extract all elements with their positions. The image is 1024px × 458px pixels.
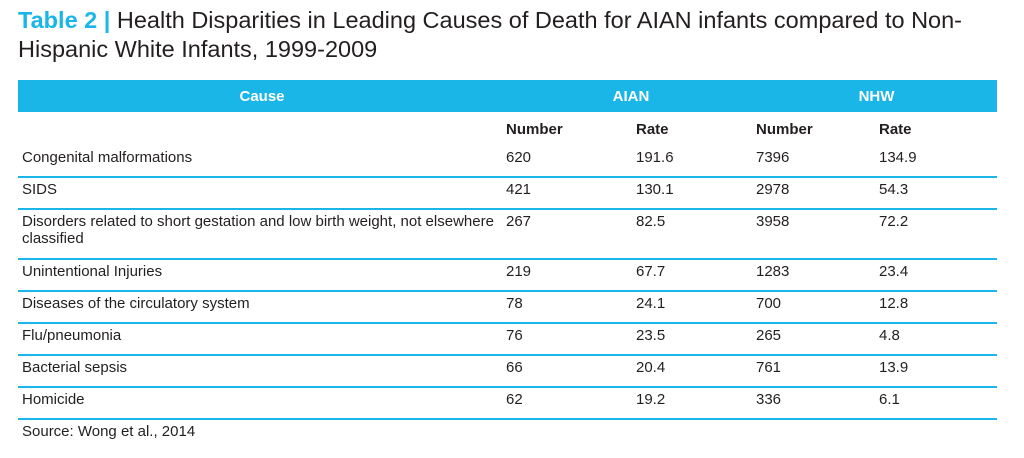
- cell-nhw-number: 761: [756, 354, 879, 387]
- cell-aian-rate: 24.1: [636, 290, 756, 323]
- cell-aian-number: 76: [506, 322, 636, 355]
- cell-aian-rate: 20.4: [636, 354, 756, 387]
- subheader-blank: [18, 112, 506, 146]
- cell-cause: Diseases of the circulatory system: [18, 290, 506, 323]
- table-number-label: Table 2 |: [18, 7, 111, 33]
- table-row: Homicide 62 19.2 336 6.1: [18, 386, 997, 420]
- cell-cause: Bacterial sepsis: [18, 354, 506, 387]
- cell-aian-number: 620: [506, 149, 532, 166]
- cell-nhw-number: 700: [756, 290, 879, 323]
- cell-aian-rate: 67.7: [636, 258, 756, 291]
- cell-nhw-rate: 12.8: [879, 290, 997, 323]
- cell-aian-number: 66: [506, 354, 636, 387]
- cell-nhw-number: 1283: [756, 258, 879, 291]
- data-table: Cause AIAN NHW Number Rate Number Rate C…: [18, 80, 997, 420]
- cell-aian-number: 219: [506, 258, 636, 291]
- header-aian: AIAN: [506, 80, 756, 112]
- table-title-text: Health Disparities in Leading Causes of …: [18, 7, 963, 62]
- cell-cause: Disorders related to short gestation and…: [18, 208, 506, 259]
- cell-nhw-number: 3958: [756, 208, 879, 259]
- cell-aian-rate: 82.5: [636, 208, 756, 259]
- cell-nhw-rate: 72.2: [879, 208, 997, 259]
- subheader-row: Number Rate Number Rate: [18, 112, 997, 146]
- cell-aian-rate: 130.1: [636, 176, 756, 209]
- cell-nhw-number: 2978: [756, 176, 879, 209]
- cell-cause: Congenital malformations: [22, 149, 193, 166]
- cell-nhw-rate: 4.8: [879, 322, 997, 355]
- cell-nhw-rate: 6.1: [879, 386, 997, 420]
- cell-nhw-number: 7396: [756, 149, 790, 166]
- subheader-aian-number: Number: [506, 120, 563, 138]
- header-cause: Cause: [18, 80, 506, 112]
- cell-nhw-rate: 54.3: [879, 176, 997, 209]
- cell-cause: SIDS: [18, 176, 506, 209]
- cell-nhw-rate: 134.9: [879, 149, 917, 166]
- table-row: Unintentional Injuries 219 67.7 1283 23.4: [18, 258, 997, 291]
- cell-nhw-number: 265: [756, 322, 879, 355]
- cell-aian-number: 267: [506, 208, 636, 259]
- subheader-nhw-rate: Rate: [879, 120, 912, 138]
- cell-aian-rate: 191.6: [636, 149, 674, 166]
- cell-aian-number: 62: [506, 386, 636, 420]
- table-row: Diseases of the circulatory system 78 24.1…: [18, 290, 997, 323]
- source-note: Source: Wong et al., 2014: [22, 423, 196, 440]
- cell-aian-rate: 23.5: [636, 322, 756, 355]
- cell-nhw-number: 336: [756, 386, 879, 420]
- cell-aian-number: 78: [506, 290, 636, 323]
- cell-cause: Unintentional Injuries: [18, 258, 506, 291]
- cell-aian-number: 421: [506, 176, 636, 209]
- subheader-aian-rate: Rate: [636, 120, 669, 138]
- header-nhw: NHW: [756, 80, 997, 112]
- header-band: Cause AIAN NHW: [18, 80, 997, 112]
- table-row: SIDS 421 130.1 2978 54.3: [18, 176, 997, 209]
- cell-nhw-rate: 23.4: [879, 258, 997, 291]
- table-row: Congenital malformations 620 191.6 7396 134.…: [18, 146, 997, 177]
- cell-aian-rate: 19.2: [636, 386, 756, 420]
- cell-cause: Homicide: [18, 386, 506, 420]
- table-title: Table 2 | Health Disparities in Leading …: [18, 6, 1008, 64]
- table-row: Bacterial sepsis 66 20.4 761 13.9: [18, 354, 997, 387]
- cell-cause: Flu/pneumonia: [18, 322, 506, 355]
- cell-nhw-rate: 13.9: [879, 354, 997, 387]
- subheader-nhw-number: Number: [756, 120, 813, 138]
- table-row: Disorders related to short gestation and…: [18, 208, 997, 259]
- table-row: Flu/pneumonia 76 23.5 265 4.8: [18, 322, 997, 355]
